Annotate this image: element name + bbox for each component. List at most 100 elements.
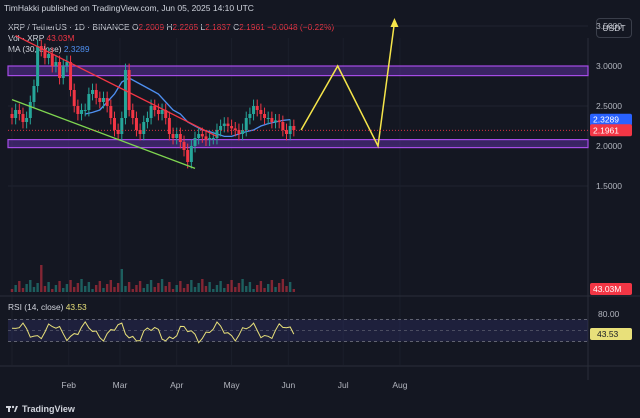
candle-body xyxy=(211,138,215,139)
volume-bar xyxy=(219,281,222,292)
time-tick-label: Mar xyxy=(113,380,128,390)
open-value: 2.2009 xyxy=(138,22,165,32)
volume-bar xyxy=(190,280,193,292)
close-label: C xyxy=(233,22,240,32)
candle-body xyxy=(270,118,274,122)
candle-body xyxy=(102,98,105,102)
candle-body xyxy=(156,110,160,114)
candle-body xyxy=(145,118,149,122)
candle-body xyxy=(58,62,62,78)
volume-bars xyxy=(10,265,296,292)
volume-bar xyxy=(179,281,182,292)
resistance-support-zones xyxy=(7,65,589,149)
volume-bar xyxy=(105,284,109,292)
high-value: 2.2265 xyxy=(172,22,199,32)
candle-body xyxy=(131,110,135,118)
ma-price-label: 2.3289 xyxy=(593,115,619,125)
candle-body xyxy=(36,46,40,86)
ma-label: MA (30, close) xyxy=(8,44,62,54)
candle-body xyxy=(91,90,95,94)
brand-name: TradingView xyxy=(22,404,75,414)
time-tick-label: May xyxy=(224,380,241,390)
volume-bar xyxy=(270,280,274,292)
candle-body xyxy=(94,90,98,98)
candle-body xyxy=(134,118,138,130)
open-label: O xyxy=(131,22,139,32)
volume-bar xyxy=(109,280,113,292)
candle-body xyxy=(182,142,186,150)
candle-body xyxy=(76,106,80,114)
price-axis: 3.50003.00002.50002.00001.50002.32892.19… xyxy=(8,21,632,295)
candle-body xyxy=(120,118,124,134)
candle-body xyxy=(233,128,237,130)
candle-body xyxy=(274,120,278,122)
volume-label: 43.03M xyxy=(593,284,621,294)
projection-arrowhead xyxy=(390,18,399,27)
price-zone xyxy=(7,65,589,77)
volume-bar xyxy=(223,288,226,292)
candle-body xyxy=(123,70,127,118)
volume-bar xyxy=(25,284,28,292)
vol-value: 43.03M xyxy=(46,33,75,43)
candle-body xyxy=(112,118,116,130)
candle-body xyxy=(28,102,32,118)
volume-bar xyxy=(274,287,277,292)
time-axis: Feb Mar Apr May Jun Jul Aug xyxy=(61,380,407,390)
volume-bar xyxy=(267,284,270,292)
high-label: H xyxy=(166,22,173,32)
price-zone xyxy=(7,139,589,149)
ma-legend: MA (30, close) 2.3289 xyxy=(8,44,89,54)
candle-body xyxy=(292,126,296,130)
candle-body xyxy=(277,120,281,122)
volume-label-bg xyxy=(590,283,632,295)
volume-bar xyxy=(87,282,91,292)
volume-bar xyxy=(252,289,255,292)
candle-body xyxy=(14,110,18,118)
volume-bar xyxy=(149,280,153,292)
currency-button[interactable]: USDT xyxy=(596,18,632,38)
volume-bar xyxy=(259,281,263,292)
volume-bar xyxy=(263,288,266,292)
volume-legend: Vol · XRP 43.03M xyxy=(8,33,74,43)
candle-body xyxy=(252,106,256,114)
candle-body xyxy=(208,138,212,140)
volume-bar xyxy=(40,265,43,292)
candle-body xyxy=(116,130,120,134)
candle-body xyxy=(109,106,113,118)
descending-support-line xyxy=(11,98,196,170)
volume-bar xyxy=(36,283,39,292)
candle-body xyxy=(178,134,182,142)
candle-body xyxy=(248,114,252,118)
candle-body xyxy=(222,123,226,126)
candle-body xyxy=(193,138,197,146)
candle-body xyxy=(186,150,190,162)
rsi-pane: 80.00 43.53 xyxy=(8,309,632,344)
volume-bar xyxy=(138,281,142,292)
rsi-line xyxy=(11,320,295,344)
candle-body xyxy=(197,134,201,138)
volume-bar xyxy=(230,280,233,292)
candle-body xyxy=(142,122,146,134)
candle-body xyxy=(204,136,208,140)
ma-value: 2.3289 xyxy=(63,44,90,54)
volume-bar xyxy=(43,286,47,292)
volume-bar xyxy=(277,283,281,292)
volume-bar xyxy=(215,285,219,292)
candle-body xyxy=(160,110,164,114)
publish-text: TimHakki published on TradingView.com, J… xyxy=(4,3,254,13)
volume-bar xyxy=(142,288,145,292)
volume-bar xyxy=(69,280,72,292)
volume-bar xyxy=(47,282,50,292)
candle-body xyxy=(244,118,248,130)
candle-body xyxy=(189,146,193,162)
volume-bar xyxy=(135,285,138,292)
volume-bar xyxy=(226,284,230,292)
volume-bar xyxy=(164,286,167,292)
candle-body xyxy=(200,134,204,137)
volume-bar xyxy=(73,287,76,292)
volume-bar xyxy=(94,285,98,292)
publish-header: TimHakki published on TradingView.com, J… xyxy=(0,0,640,16)
candle-body xyxy=(259,110,263,114)
volume-bar xyxy=(116,283,120,292)
